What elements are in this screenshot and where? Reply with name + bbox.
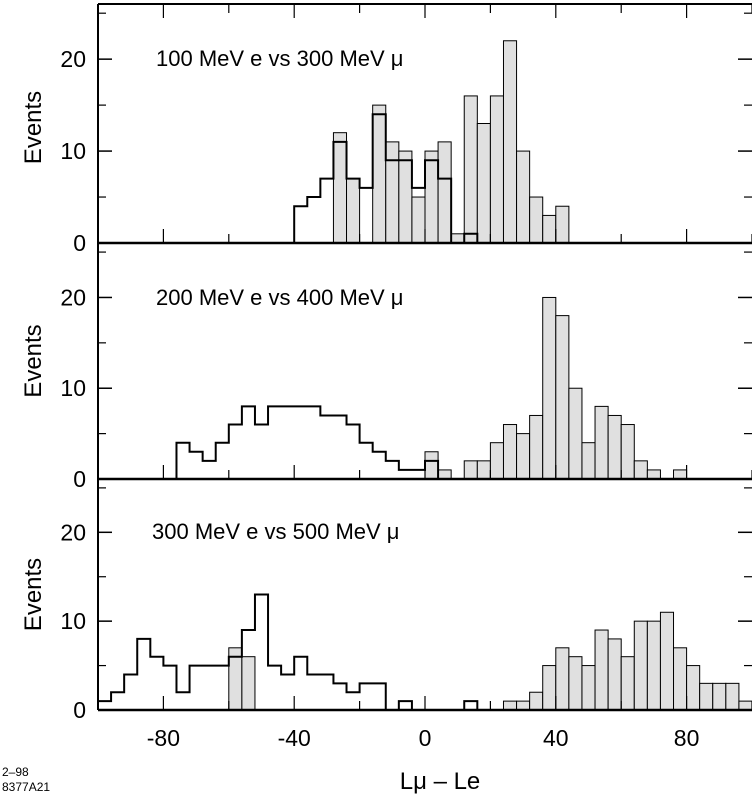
- muon-bin: [333, 133, 346, 243]
- muon-bin: [634, 621, 647, 710]
- muon-bin: [674, 470, 687, 479]
- muon-bin: [438, 142, 451, 243]
- x-tick-label: 80: [674, 725, 700, 751]
- muon-bin: [647, 470, 660, 479]
- muon-bin: [412, 197, 425, 243]
- muon-bin: [595, 406, 608, 479]
- muon-bin: [569, 657, 582, 710]
- y-tick-label: 10: [60, 375, 86, 401]
- panel-3: 0 10 20 Events 300 MeV e vs 500 MeV μ: [20, 479, 752, 723]
- muon-bin: [464, 96, 477, 243]
- muon-bin: [477, 461, 490, 479]
- y-axis-title: Events: [20, 558, 47, 631]
- muon-bin: [634, 461, 647, 479]
- muon-bin: [503, 425, 516, 479]
- x-tick-label: 40: [543, 725, 569, 751]
- y-tick-label: 0: [73, 466, 86, 492]
- muon-bin: [490, 96, 503, 243]
- figure-stamp-line-1: 2–98: [2, 765, 29, 779]
- muon-bin: [713, 683, 726, 710]
- muon-bin: [621, 425, 634, 479]
- muon-bin: [347, 179, 360, 243]
- y-tick-label: 0: [73, 230, 86, 256]
- panels-layer: 0 10 20 Events 100 MeV e vs 300 MeV μ 0 10 20 Ev…: [20, 4, 752, 751]
- muon-bin: [517, 701, 530, 710]
- muon-bin: [726, 683, 739, 710]
- muon-bin: [464, 461, 477, 479]
- muon-bin: [687, 666, 700, 710]
- muon-bin: [647, 621, 660, 710]
- panel-2: 0 10 20 Events 200 MeV e vs 400 MeV μ: [20, 243, 752, 492]
- muon-bin: [556, 206, 569, 243]
- muon-bin: [530, 692, 543, 710]
- panel-title: 200 MeV e vs 400 MeV μ: [156, 285, 403, 310]
- y-tick-label: 20: [60, 519, 86, 545]
- muon-bin: [608, 415, 621, 479]
- y-tick-label: 20: [60, 284, 86, 310]
- muon-bin: [530, 197, 543, 243]
- muon-bin: [543, 215, 556, 243]
- muon-bin: [451, 234, 464, 243]
- muon-bin: [543, 666, 556, 710]
- x-tick-label: 0: [419, 725, 432, 751]
- muon-bin: [425, 452, 438, 479]
- y-tick-label: 20: [60, 46, 86, 72]
- muon-bin: [582, 443, 595, 479]
- muon-bin: [674, 648, 687, 710]
- muon-bin: [700, 683, 713, 710]
- muon-bin: [399, 151, 412, 243]
- muon-bin: [582, 666, 595, 710]
- muon-bin: [621, 657, 634, 710]
- muon-bin: [556, 316, 569, 479]
- x-tick-label: -40: [278, 725, 311, 751]
- muon-bin: [517, 434, 530, 479]
- muon-bin: [490, 443, 503, 479]
- muon-bin: [503, 41, 516, 243]
- electron-outline: [98, 595, 490, 711]
- muon-bin: [477, 124, 490, 244]
- panel-title: 300 MeV e vs 500 MeV μ: [152, 519, 399, 544]
- y-tick-label: 0: [73, 697, 86, 723]
- muon-bin: [503, 701, 516, 710]
- muon-bin: [595, 630, 608, 710]
- muon-bin: [438, 470, 451, 479]
- muon-bin: [530, 415, 543, 479]
- y-tick-label: 10: [60, 608, 86, 634]
- x-tick-label: -80: [147, 725, 180, 751]
- electron-outline: [176, 406, 451, 479]
- muon-bin: [569, 388, 582, 479]
- muon-bin: [517, 151, 530, 243]
- x-axis-title: Lμ – Le: [400, 768, 481, 795]
- muon-bin: [543, 297, 556, 479]
- muon-bin: [373, 105, 386, 243]
- muon-bin: [242, 657, 255, 710]
- muon-bin: [556, 648, 569, 710]
- muon-bin: [739, 701, 752, 710]
- y-axis-title: Events: [20, 324, 47, 397]
- panel-1: 0 10 20 Events 100 MeV e vs 300 MeV μ: [20, 4, 752, 256]
- panel-title: 100 MeV e vs 300 MeV μ: [156, 46, 403, 71]
- figure-stamp-line-2: 8377A21: [2, 780, 50, 794]
- y-tick-label: 10: [60, 138, 86, 164]
- muon-bin: [425, 151, 438, 243]
- muon-bin: [660, 612, 673, 710]
- y-axis-title: Events: [20, 91, 47, 164]
- muon-bin: [608, 639, 621, 710]
- muon-bin: [386, 142, 399, 243]
